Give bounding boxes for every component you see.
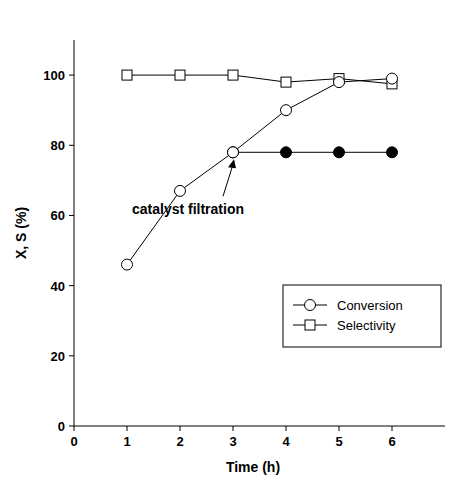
y-tick — [69, 426, 74, 427]
marker-square — [122, 70, 132, 80]
marker-filled-circle — [387, 147, 398, 158]
x-tick — [339, 426, 340, 431]
x-tick — [392, 426, 393, 431]
marker-circle — [387, 73, 398, 84]
marker-filled-circle — [281, 147, 292, 158]
series-line — [127, 75, 392, 84]
chart: 0123456020406080100Time (h)X, S (%)catal… — [0, 0, 471, 487]
marker-filled-circle — [334, 147, 345, 158]
y-tick — [69, 145, 74, 146]
marker-circle — [175, 185, 186, 196]
y-tick-label: 40 — [51, 279, 65, 294]
plot-area — [122, 70, 398, 270]
legend-box — [283, 285, 441, 347]
y-axis-label: X, S (%) — [13, 207, 29, 259]
legend-marker — [305, 300, 316, 311]
x-tick-label: 2 — [176, 434, 183, 449]
marker-square — [228, 70, 238, 80]
y-tick-label: 100 — [43, 68, 65, 83]
x-tick — [286, 426, 287, 431]
y-tick — [69, 285, 74, 286]
x-tick-label: 4 — [282, 434, 290, 449]
x-tick-label: 1 — [123, 434, 130, 449]
marker-circle — [281, 105, 292, 116]
marker-filled-circle — [228, 147, 239, 158]
x-tick — [74, 426, 75, 431]
y-tick-label: 20 — [51, 349, 65, 364]
annotation: catalyst filtration — [132, 201, 244, 217]
legend-label: Selectivity — [337, 318, 396, 333]
marker-circle — [122, 259, 133, 270]
marker-square — [175, 70, 185, 80]
legend-marker — [305, 320, 315, 330]
series-line — [127, 79, 392, 265]
y-tick-label: 0 — [58, 419, 65, 434]
marker-square — [281, 77, 291, 87]
x-axis — [74, 426, 445, 427]
y-axis — [74, 40, 75, 426]
x-tick-label: 3 — [229, 434, 236, 449]
x-tick-label: 0 — [70, 434, 77, 449]
marker-circle — [334, 77, 345, 88]
annotation-arrowhead — [228, 159, 236, 168]
legend-label: Conversion — [337, 298, 403, 313]
x-tick — [127, 426, 128, 431]
x-tick-label: 5 — [335, 434, 342, 449]
marker-circle — [228, 147, 239, 158]
x-axis-label: Time (h) — [226, 459, 280, 475]
y-tick — [69, 355, 74, 356]
series-line — [233, 152, 392, 153]
x-tick — [233, 426, 234, 431]
x-tick-label: 6 — [388, 434, 395, 449]
y-tick-label: 60 — [51, 208, 65, 223]
y-tick-label: 80 — [51, 138, 65, 153]
y-tick — [69, 75, 74, 76]
y-tick — [69, 215, 74, 216]
x-tick — [180, 426, 181, 431]
